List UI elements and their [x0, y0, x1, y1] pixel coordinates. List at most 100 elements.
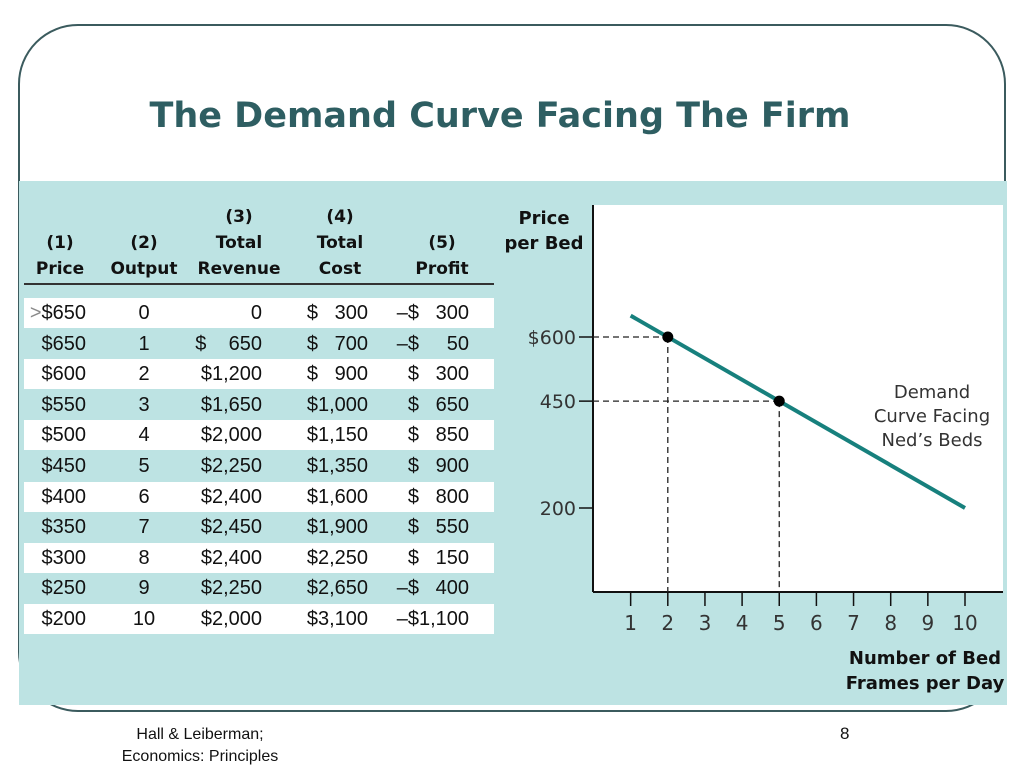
- header-number: (2): [130, 233, 158, 253]
- curve-label-line: Demand: [893, 382, 971, 403]
- header-number: (5): [428, 233, 456, 253]
- header-label: Price: [35, 259, 85, 279]
- header-label: Profit: [415, 259, 469, 279]
- curve-label-line: Ned’s Beds: [881, 430, 983, 451]
- table-cell: $ 550: [407, 516, 469, 539]
- table-row: >$650 0 0 $ 300 –$ 300: [24, 298, 494, 328]
- table-cell: $ 800: [407, 485, 469, 508]
- header-rule: [24, 283, 494, 285]
- footer-line: Hall & Leiberman;: [136, 726, 264, 743]
- table-cell: $1,150: [306, 424, 368, 447]
- table-row: $650 1 $ 650 $ 700 –$ 50: [24, 329, 494, 359]
- table-cell: 0: [138, 302, 150, 324]
- table-cell: 1: [138, 332, 150, 355]
- table-cell: $ 900: [306, 363, 368, 386]
- table-cell: $1,600: [306, 485, 368, 508]
- x-tick-label: 7: [847, 611, 860, 635]
- cell-text: $650: [41, 302, 87, 324]
- table-row: $450 5 $2,250 $1,350 $ 900: [24, 451, 494, 481]
- table-cell: 7: [138, 516, 150, 539]
- table-cell: >$650: [24, 298, 86, 328]
- table-row: $400 6 $2,400 $1,600 $ 800: [24, 481, 494, 512]
- header-profit: (5) Profit: [402, 196, 482, 282]
- table-cell: –$ 300: [396, 302, 469, 324]
- table-cell: $2,400: [200, 485, 262, 508]
- table-cell: $550: [41, 393, 87, 416]
- y-tick-label: 450: [540, 391, 576, 413]
- header-label: Total: [215, 233, 263, 253]
- table-cell: $1,200: [200, 363, 262, 386]
- table-cell: $2,250: [200, 455, 262, 477]
- y-axis-title: Price per Bed: [504, 208, 584, 254]
- y-tick-label: $600: [528, 327, 576, 349]
- x-tick-label: 1: [624, 611, 637, 635]
- table-row: $350 7 $2,450 $1,900 $ 550: [24, 512, 494, 542]
- table-cell: 8: [138, 546, 150, 569]
- table-cell: $1,650: [200, 393, 262, 416]
- table-cell: $650: [41, 332, 87, 355]
- table-cell: 10: [132, 608, 156, 630]
- header-output: (2) Output: [106, 196, 182, 282]
- footer-citation: Hall & Leiberman; Economics: Principles: [100, 724, 300, 768]
- table-cell: 3: [138, 393, 150, 416]
- x-tick-label: 9: [921, 611, 934, 635]
- row-marker: >: [29, 302, 42, 324]
- table-cell: $2,000: [200, 424, 262, 447]
- x-tick-label: 2: [661, 611, 674, 635]
- table-row: $550 3 $1,650 $1,000 $ 650: [24, 390, 494, 420]
- table-cell: $ 650: [407, 393, 469, 416]
- table-cell: $2,250: [200, 577, 262, 600]
- header-label: Cost: [318, 259, 362, 279]
- table-cell: $1,350: [306, 455, 368, 477]
- table-cell: –$1,100: [396, 608, 469, 630]
- table-cell: $ 650: [195, 332, 262, 355]
- table-cell: $ 300: [306, 302, 368, 324]
- chart-plot-area: [593, 205, 1003, 592]
- table-cell: $1,900: [306, 516, 368, 539]
- demand-curve-label: Demand Curve Facing Ned’s Beds: [872, 381, 992, 453]
- table-cell: $450: [41, 455, 87, 477]
- header-number: (3): [225, 207, 253, 227]
- x-tick-label: 10: [952, 611, 977, 635]
- x-tick-label: 5: [773, 611, 786, 635]
- table-row: $300 8 $2,400 $2,250 $ 150: [24, 542, 494, 573]
- table-cell: $3,100: [306, 608, 368, 630]
- header-number: (4): [326, 207, 354, 227]
- table-cell: 9: [138, 577, 150, 600]
- curve-label-line: Curve Facing: [873, 406, 991, 427]
- header-label: Output: [110, 259, 178, 279]
- curve-point: [662, 331, 674, 343]
- header-label: Revenue: [197, 259, 281, 279]
- table-cell: $ 850: [407, 424, 469, 447]
- table-cell: $600: [41, 363, 87, 386]
- table-cell: $2,450: [200, 516, 262, 539]
- header-price: (1) Price: [24, 196, 96, 282]
- table-cell: $2,250: [306, 546, 368, 569]
- table-cell: $1,000: [306, 393, 368, 416]
- table-cell: $250: [41, 577, 87, 600]
- table-cell: $2,650: [306, 577, 368, 600]
- header-label: Total: [316, 233, 364, 253]
- table-cell: $350: [41, 516, 87, 539]
- header-total-cost: (4) Total Cost: [296, 196, 384, 282]
- table-cell: –$ 400: [396, 577, 469, 600]
- table-cell: $ 700: [306, 332, 368, 355]
- slide-title: The Demand Curve Facing The Firm: [149, 96, 851, 136]
- x-tick-label: 3: [699, 611, 712, 635]
- header-number: (1): [46, 233, 74, 253]
- table-cell: 4: [138, 424, 150, 447]
- x-tick-label: 4: [736, 611, 749, 635]
- table-cell: $500: [41, 424, 87, 447]
- table-row: $500 4 $2,000 $1,150 $ 850: [24, 420, 494, 451]
- x-tick-label: 6: [810, 611, 823, 635]
- table-cell: $400: [41, 485, 87, 508]
- table-cell: 2: [138, 363, 150, 386]
- table-cell: $2,400: [200, 546, 262, 569]
- footer-line: Economics: Principles: [121, 748, 279, 765]
- x-tick-label: 8: [884, 611, 897, 635]
- table-cell: $200: [41, 608, 87, 630]
- table-cell: –$ 50: [396, 332, 469, 355]
- table-cell: $ 150: [407, 546, 469, 569]
- table-cell: 5: [138, 455, 150, 477]
